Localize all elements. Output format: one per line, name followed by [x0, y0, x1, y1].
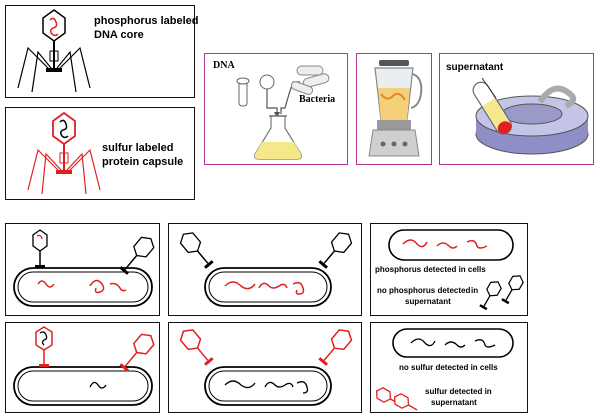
phosphorus-infection-panel — [5, 223, 160, 316]
centrifuge-illustration — [472, 77, 589, 155]
flask-illustration — [236, 65, 330, 160]
dna-core-label: DNA core — [94, 29, 144, 41]
sulfur-infection-illustration — [13, 326, 155, 406]
protein-capsule-label: protein capsule — [102, 156, 184, 168]
no-phosphorus-detected-label-line3: supernatant — [405, 297, 451, 306]
sulfur-result-panel: no sulfur detected in cells sulfur detec… — [370, 322, 528, 413]
sulfur-detected-label-line2: supernatant — [431, 398, 477, 407]
phosphorus-result-panel: phosphorus detected in cells no phosphor… — [370, 223, 528, 316]
sulfur-infection-panel — [5, 322, 160, 413]
centrifuge-panel: supernatant — [439, 53, 594, 165]
no-phosphorus-detected-label-line2: in — [471, 286, 479, 295]
sulfur-sheared-panel — [168, 322, 362, 413]
no-sulfur-detected-cells-label: no sulfur detected in cells — [399, 363, 498, 372]
supernatant-label: supernatant — [446, 62, 504, 73]
phosphorus-detected-cells-label: phosphorus detected in cells — [375, 265, 486, 274]
phosphorus-sheared-panel — [168, 223, 362, 316]
phosphorus-phage-illustration — [17, 9, 91, 93]
phosphorus-labeled-label: phosphorus labeled — [94, 15, 199, 27]
phosphorus-infection-illustration — [13, 229, 155, 307]
mixing-panel: DNA Bacteria — [204, 53, 348, 165]
sulfur-labeled-label: sulfur labeled — [102, 142, 174, 154]
sulfur-phage-panel: sulfur labeled protein capsule — [5, 107, 195, 200]
sulfur-result-illustration — [375, 328, 514, 411]
no-phosphorus-detected-label-line1: no phosphorus detected — [377, 286, 471, 295]
sulfur-sheared-illustration — [179, 329, 353, 406]
bacteria-label: Bacteria — [299, 94, 336, 105]
dna-label: DNA — [213, 60, 235, 71]
phosphorus-sheared-illustration — [179, 232, 353, 307]
phosphorus-result-illustration — [388, 229, 524, 311]
sulfur-phage-illustration — [27, 111, 101, 195]
phosphorus-phage-panel: phosphorus labeled DNA core — [5, 5, 199, 98]
sulfur-detected-label-line1: sulfur detected in — [425, 387, 492, 396]
blender-panel — [356, 53, 432, 165]
blender-illustration — [368, 60, 423, 157]
